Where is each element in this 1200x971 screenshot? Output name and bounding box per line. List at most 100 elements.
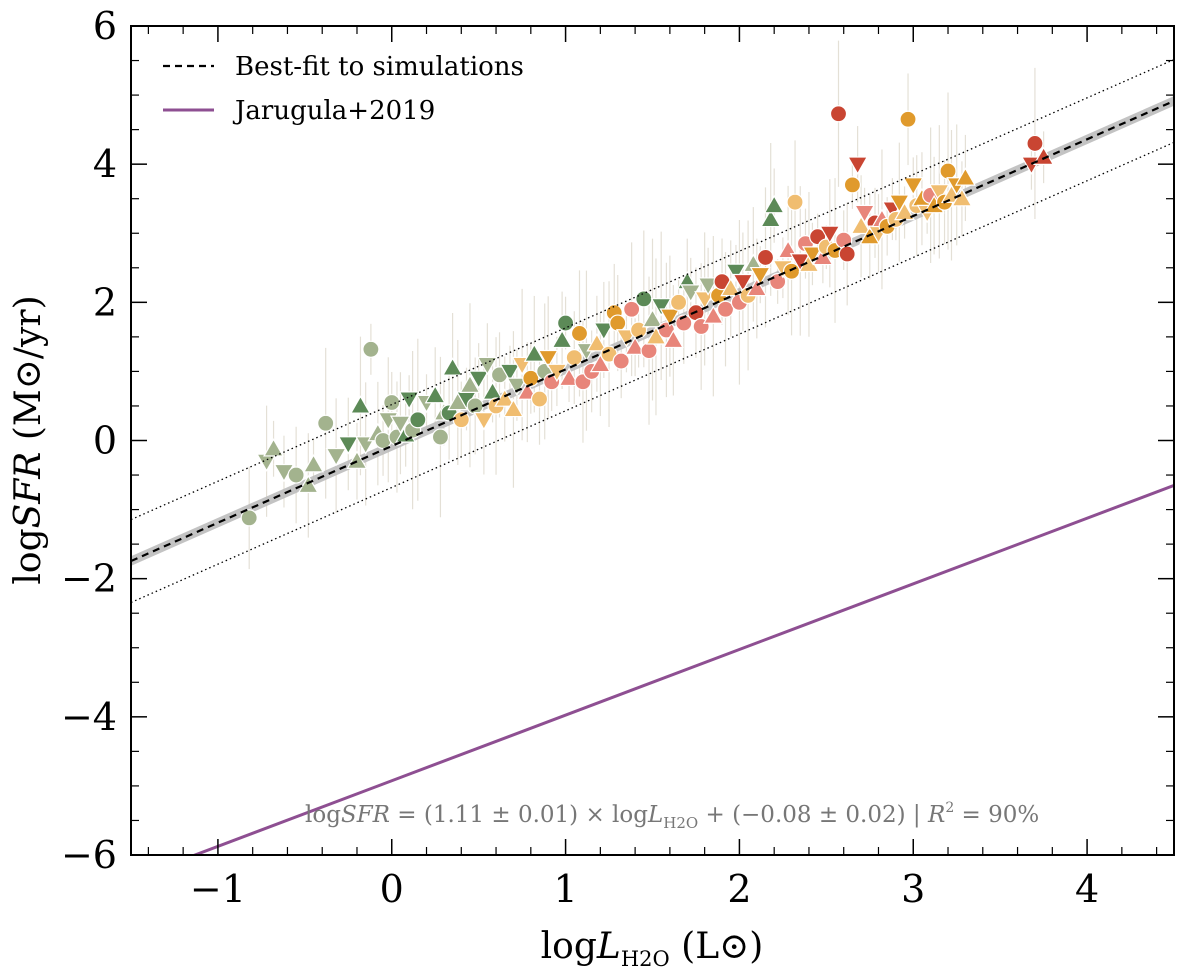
legend-label-best-fit: Best-fit to simulations xyxy=(235,52,524,82)
y-tick-label-5: 4 xyxy=(93,142,117,186)
eq-r2-superscript: 2 xyxy=(945,800,954,816)
point-triangle-up-5 xyxy=(297,474,319,494)
point-triangle-up-6 xyxy=(302,453,325,473)
point-circle-108 xyxy=(786,193,804,211)
y-tick-label-4: 2 xyxy=(93,280,117,324)
point-triangle-up-33 xyxy=(459,374,481,393)
point-triangle-down-94 xyxy=(725,263,747,282)
point-triangle-up-11 xyxy=(349,395,371,414)
x-axis-unit: (L⊙) xyxy=(670,926,764,967)
point-circle-26 xyxy=(431,428,450,446)
point-triangle-up-75 xyxy=(641,308,664,328)
y-axis-log: log xyxy=(8,528,49,584)
x-tick-label-0: −1 xyxy=(190,867,246,911)
point-triangle-up-43 xyxy=(502,398,524,418)
point-triangle-up-71 xyxy=(624,336,646,355)
point-triangle-up-123 xyxy=(850,215,872,235)
eq-r2-symbol: R xyxy=(927,802,945,828)
x-axis-title: logLH2O (L⊙) xyxy=(541,926,764,971)
point-circle-47 xyxy=(522,369,540,387)
point-triangle-up-41 xyxy=(494,388,516,407)
eq-l-symbol: L xyxy=(647,802,663,828)
point-triangle-down-116 xyxy=(819,225,841,244)
point-circle-13 xyxy=(362,340,380,358)
jarugula-2019-line xyxy=(190,484,1174,855)
point-triangle-down-35 xyxy=(468,370,490,390)
point-circle-74 xyxy=(640,342,658,360)
point-triangle-down-36 xyxy=(473,412,495,431)
point-triangle-up-89 xyxy=(702,305,724,324)
point-circle-57 xyxy=(565,349,583,367)
point-triangle-down-112 xyxy=(801,246,823,265)
point-triangle-down-96 xyxy=(732,273,754,293)
eq-right: + (−0.08 ± 0.02) | xyxy=(698,802,928,828)
x-tick-label-4: 3 xyxy=(901,867,925,911)
eq-mid: = (1.11 ± 0.01) × log xyxy=(390,802,648,828)
point-circle-81 xyxy=(669,293,688,311)
fit-lines xyxy=(131,58,1174,855)
point-triangle-down-37 xyxy=(476,356,498,376)
axis-ticks xyxy=(131,25,1174,856)
point-circle-7 xyxy=(317,414,335,432)
point-circle-23 xyxy=(409,411,427,429)
point-triangle-up-62 xyxy=(586,333,608,352)
point-triangle-down-141 xyxy=(928,184,950,203)
point-triangle-down-122 xyxy=(847,156,869,175)
legend-label-jarugula: Jarugula+2019 xyxy=(232,96,435,126)
point-triangle-down-135 xyxy=(902,177,924,196)
x-tick-label-3: 2 xyxy=(727,867,751,911)
point-triangle-down-77 xyxy=(650,298,672,317)
point-circle-0 xyxy=(240,509,258,527)
x-axis-symbol: L xyxy=(596,926,621,967)
y-axis-title: logSFR (M⊙/yr) xyxy=(8,295,49,584)
point-triangle-up-103 xyxy=(763,194,785,214)
point-triangle-down-51 xyxy=(537,349,559,369)
point-triangle-down-53 xyxy=(546,363,568,383)
y-axis-unit: (M⊙/yr) xyxy=(8,295,49,451)
point-triangle-down-124 xyxy=(854,204,876,224)
point-triangle-up-56 xyxy=(558,367,580,387)
point-triangle-down-64 xyxy=(593,322,615,341)
point-circle-118 xyxy=(829,105,848,123)
point-triangle-up-80 xyxy=(662,329,684,349)
point-circle-143 xyxy=(939,162,957,180)
point-triangle-down-79 xyxy=(659,308,681,327)
axis-tick-labels: −1 0 1 2 3 4 −6 −4 −2 0 2 4 6 xyxy=(61,4,1099,911)
eq-log: log xyxy=(305,802,341,828)
point-triangle-down-8 xyxy=(325,447,347,467)
point-triangle-down-100 xyxy=(749,266,771,286)
point-triangle-down-44 xyxy=(506,377,528,396)
point-circle-101 xyxy=(756,248,775,267)
x-axis-log: log xyxy=(541,926,597,967)
eq-sfr: SFR xyxy=(341,802,390,828)
point-triangle-down-21 xyxy=(398,391,420,410)
y-axis-symbol: SFR xyxy=(8,452,49,529)
point-triangle-up-93 xyxy=(720,277,742,297)
point-circle-120 xyxy=(838,245,856,263)
point-circle-58 xyxy=(570,324,589,343)
point-circle-67 xyxy=(609,314,627,332)
best-fit-line xyxy=(131,99,1174,563)
point-circle-70 xyxy=(623,300,641,318)
point-triangle-up-54 xyxy=(551,329,573,349)
point-circle-4 xyxy=(287,466,305,484)
point-circle-92 xyxy=(716,300,735,318)
point-triangle-up-63 xyxy=(589,353,611,373)
point-circle-68 xyxy=(612,352,630,370)
point-triangle-down-19 xyxy=(389,415,411,434)
point-circle-73 xyxy=(635,290,653,308)
point-circle-121 xyxy=(843,176,862,194)
point-circle-34 xyxy=(466,397,484,415)
scatter-lower-line xyxy=(131,141,1174,604)
eq-l-subscript: H2O xyxy=(663,814,698,832)
point-triangle-up-147 xyxy=(954,167,976,186)
y-tick-label-0: −6 xyxy=(61,833,117,877)
fit-equation-annotation: logSFR = (1.11 ± 0.01) × logLH2O + (−0.0… xyxy=(305,800,1039,832)
point-circle-55 xyxy=(556,314,575,332)
point-triangle-up-102 xyxy=(760,208,782,228)
point-circle-17 xyxy=(383,393,401,412)
point-circle-134 xyxy=(899,110,917,128)
x-axis-subscript: H2O xyxy=(621,947,670,971)
point-triangle-up-48 xyxy=(523,343,545,362)
